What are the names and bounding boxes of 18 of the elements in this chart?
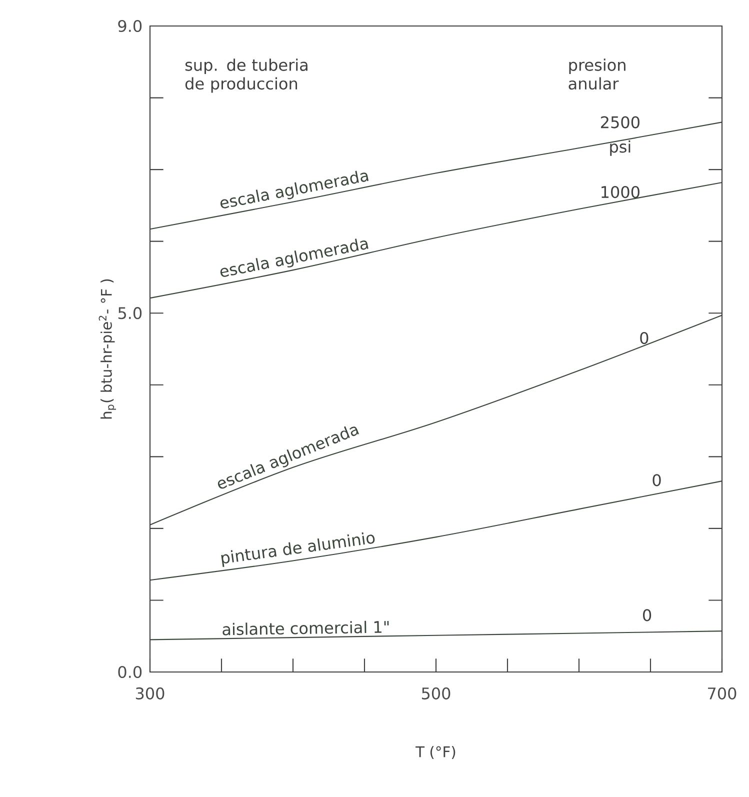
x-tick-label: 700 <box>708 687 736 700</box>
x-tick-label: 500 <box>422 687 450 700</box>
annotation: 0 <box>652 474 661 486</box>
y-tick-label: 5.0 <box>118 307 142 320</box>
annotation: 2500 <box>600 116 640 128</box>
y-axis-title: h$_{p}$( btu-hr-pie$^{2}$- °F ) <box>98 279 116 419</box>
x-tick-label: 300 <box>136 687 164 700</box>
annotation: 0 <box>640 332 648 344</box>
annotation: 1000 <box>602 186 640 198</box>
annotation: sup. de tuberia de produccion <box>185 58 308 93</box>
y-tick-label: 0.0 <box>118 666 142 678</box>
y-tick-label: 9.0 <box>118 20 142 32</box>
series-label: aislante comercial 1" <box>222 620 389 636</box>
annotation: psi <box>610 140 630 156</box>
annotation: presion anular <box>568 58 626 90</box>
annotation: 0 <box>643 609 652 622</box>
text: pintura de aluminio <box>221 532 375 568</box>
x-axis-title: T (°F) <box>416 746 456 760</box>
